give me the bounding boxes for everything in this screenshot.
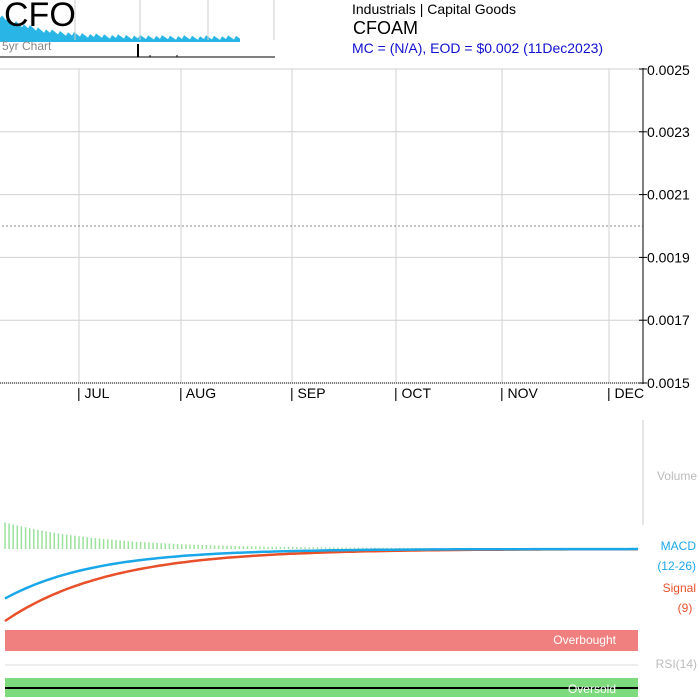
macd-line [4, 547, 638, 600]
y-tick-label: 0.0021 [647, 187, 690, 203]
ticker-symbol: CFO [4, 0, 76, 34]
price-grid [0, 68, 643, 384]
macd-histogram [4, 522, 639, 549]
price-panel: 0.0025 0.0023 0.0021 0.0019 0.0017 0.0015 | J… [0, 62, 690, 401]
five-year-chart-label: 5yr Chart [2, 39, 52, 53]
volume-panel: Volume [642, 420, 697, 525]
x-tick-label: | SEP [290, 385, 326, 401]
rsi-label: RSI(14) [656, 657, 697, 671]
x-tick-label: | JUL [77, 385, 110, 401]
company-symbol: CFOAM [353, 18, 418, 38]
y-tick-label: 0.0017 [647, 312, 690, 328]
y-tick-label: 0.0019 [647, 249, 690, 265]
overbought-band [5, 630, 638, 651]
x-tick-label: | NOV [500, 385, 539, 401]
x-tick-label: | OCT [394, 385, 432, 401]
signal-line [4, 547, 638, 623]
sector-label: Industrials | Capital Goods [352, 1, 516, 17]
mini-chart-area [0, 15, 240, 42]
y-axis-ticks: 0.0025 0.0023 0.0021 0.0019 0.0017 0.0015 [639, 62, 690, 391]
oversold-label: Oversold [568, 682, 616, 696]
macd-panel: MACD (12-26) Signal (9) [4, 522, 697, 623]
macd-period-label: (12-26) [657, 559, 696, 573]
mini-chart-grid [74, 0, 275, 40]
volume-label: Volume [657, 469, 697, 483]
mini-five-year-chart [0, 0, 275, 58]
rsi-panel: Overbought RSI(14) Oversold [5, 630, 697, 697]
macd-label: MACD [661, 539, 697, 553]
x-tick-label: | DEC [607, 385, 644, 401]
signal-period-label: (9) [678, 601, 693, 615]
y-tick-label: 0.0015 [647, 375, 690, 391]
x-axis-ticks: | JUL | AUG | SEP | OCT | NOV | DEC [77, 385, 644, 401]
market-info: MC = (N/A), EOD = $0.002 (11Dec2023) [352, 40, 604, 56]
x-tick-label: | AUG [179, 385, 216, 401]
signal-label: Signal [663, 581, 696, 595]
y-tick-label: 0.0023 [647, 124, 690, 140]
overbought-label: Overbought [553, 633, 616, 647]
y-tick-label: 0.0025 [647, 62, 690, 78]
